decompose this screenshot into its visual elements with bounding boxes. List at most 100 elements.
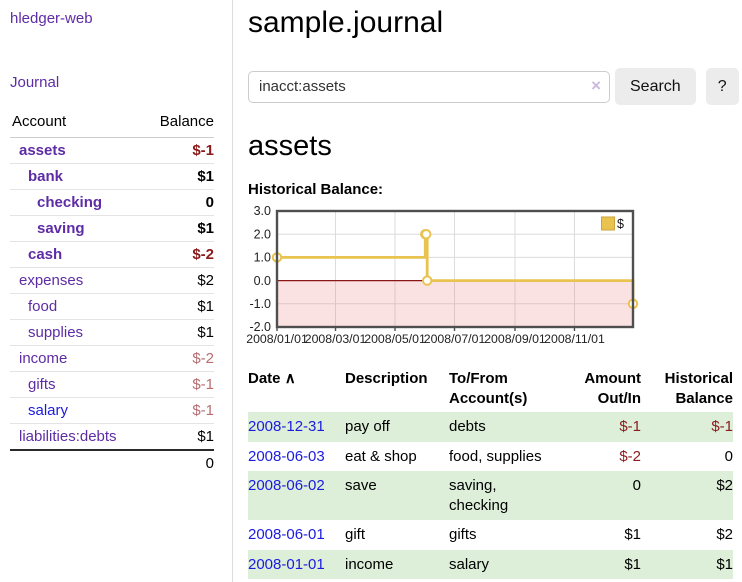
- account-row: income $-2: [10, 345, 214, 372]
- register-accounts-cell: gifts: [449, 526, 477, 543]
- register-date-cell: 2008-01-01: [248, 549, 345, 579]
- brand-link[interactable]: hledger-web: [10, 10, 93, 27]
- register-date-cell: 2008-06-02: [248, 471, 345, 520]
- table-row[interactable]: 2008-01-01 income salary $1 $1: [248, 549, 733, 579]
- account-row: food $1: [10, 293, 214, 320]
- table-row[interactable]: 2008-06-02 save saving, checking 0 $2: [248, 471, 733, 520]
- accounts-header-row: Account Balance: [10, 108, 214, 138]
- accounts-header-balance: Balance: [142, 108, 214, 138]
- register-header-row: Date ∧ Description To/From Account(s) Am…: [248, 365, 733, 412]
- account-balance: $1: [142, 163, 214, 190]
- x-axis-tick-label: 2008/05/01: [364, 332, 426, 346]
- register-amount-cell: 0: [565, 471, 641, 520]
- account-link-food[interactable]: food: [28, 298, 58, 315]
- register-description-cell: gift: [345, 526, 366, 543]
- y-axis-tick-label: 2.0: [254, 227, 271, 241]
- historical-balance-chart: 3.0 2.0 1.0 0.0 -1.0 -2.0 2008/01/01 2008/03/01…: [246, 204, 718, 349]
- register-description-cell: eat & shop: [345, 447, 417, 465]
- table-row[interactable]: 2008-06-01 gift gifts $1 $2: [248, 520, 733, 550]
- account-link-bank[interactable]: bank: [28, 168, 64, 185]
- x-axis-tick-label: 2008/09/01: [484, 332, 546, 346]
- account-row: saving $1: [10, 215, 214, 242]
- register-date-cell: 2008-06-01: [248, 520, 345, 550]
- account-row: gifts $-1: [10, 371, 214, 398]
- account-row: salary $-1: [10, 397, 214, 424]
- account-row: cash $-2: [10, 241, 214, 268]
- register-accounts-cell: saving, checking: [449, 471, 565, 520]
- search-button[interactable]: Search: [615, 68, 696, 105]
- table-row[interactable]: 2008-12-31 pay off debts $-1 $-1: [248, 412, 733, 442]
- search-input[interactable]: [248, 70, 610, 103]
- account-link-income[interactable]: income: [19, 350, 68, 367]
- legend-swatch: [601, 216, 615, 231]
- y-axis-tick-label: -2.0: [249, 320, 271, 334]
- register-date-link[interactable]: 2008-12-31: [248, 418, 325, 435]
- y-axis-tick-label: 0.0: [254, 274, 271, 288]
- register-header-description: Description: [345, 370, 428, 387]
- account-balance: $1: [142, 319, 214, 346]
- register-date-link[interactable]: 2008-06-01: [248, 526, 325, 543]
- account-link-cash[interactable]: cash: [28, 246, 63, 263]
- account-name-cell: saving: [10, 215, 142, 242]
- help-button[interactable]: ?: [705, 68, 739, 105]
- register-description-cell: save: [345, 471, 449, 520]
- account-balance: 0: [142, 189, 214, 216]
- account-link-salary[interactable]: salary: [28, 402, 69, 419]
- main-content: sample.journal × Search ? assets Histori…: [233, 0, 742, 582]
- y-axis-tick-label: -1.0: [249, 297, 271, 311]
- account-balance: $2: [142, 267, 214, 294]
- register-description-cell: income: [345, 549, 449, 579]
- accounts-total-spacer: [10, 449, 142, 476]
- account-link-gifts[interactable]: gifts: [28, 376, 56, 393]
- table-row[interactable]: 2008-06-03 eat & shop food, supplies $-2 0: [248, 442, 733, 472]
- account-link-expenses[interactable]: expenses: [19, 272, 84, 289]
- date-header-label: Date: [248, 370, 281, 387]
- account-name-cell: income: [10, 345, 142, 372]
- account-name-cell: assets: [10, 137, 142, 164]
- account-balance: $-1: [142, 137, 214, 164]
- register-date-link[interactable]: 2008-06-03: [248, 447, 325, 465]
- x-axis-tick-label: 2008/07/01: [424, 332, 486, 346]
- register-amount-cell: $1: [565, 549, 641, 579]
- account-name-cell: liabilities:debts: [10, 424, 142, 451]
- register-header-accounts: To/From Account(s): [449, 370, 528, 407]
- account-link-checking[interactable]: checking: [37, 194, 103, 211]
- register-accounts-cell: food, supplies: [449, 447, 542, 465]
- account-name-cell: expenses: [10, 267, 142, 294]
- account-balance: $-2: [142, 241, 214, 268]
- register-table: Date ∧ Description To/From Account(s) Am…: [248, 365, 733, 579]
- accounts-total-row: 0: [10, 449, 214, 476]
- x-axis-tick-label: 2008/03/01: [305, 332, 367, 346]
- sidebar-item-journal[interactable]: Journal: [10, 74, 60, 91]
- register-date-link[interactable]: 2008-01-01: [248, 555, 325, 573]
- register-description-cell: pay off: [345, 412, 449, 442]
- accounts-total-value: 0: [142, 449, 214, 476]
- search-form: × Search ?: [248, 68, 742, 105]
- account-name-cell: salary: [10, 397, 142, 424]
- y-axis-tick-label: 3.0: [254, 204, 271, 218]
- account-balance: $-2: [142, 345, 214, 372]
- x-axis-tick-label: 2008/11/01: [544, 332, 605, 346]
- account-row: liabilities:debts $1: [10, 424, 214, 451]
- account-name-cell: gifts: [10, 371, 142, 398]
- account-link-supplies[interactable]: supplies: [28, 324, 84, 341]
- register-date-link[interactable]: 2008-06-02: [248, 477, 325, 494]
- register-amount-cell: $-1: [565, 412, 641, 442]
- register-amount-cell: $1: [624, 526, 641, 543]
- register-date-cell: 2008-12-31: [248, 412, 345, 442]
- register-header-balance: Historical Balance: [664, 370, 733, 407]
- sort-ascending-icon: ∧: [284, 370, 296, 387]
- accounts-header-account: Account: [10, 108, 142, 138]
- account-row: bank $1: [10, 163, 214, 190]
- clear-search-icon[interactable]: ×: [591, 75, 601, 95]
- register-date-cell: 2008-06-03: [248, 442, 345, 472]
- account-row: expenses $2: [10, 267, 214, 294]
- register-header-date[interactable]: Date ∧: [248, 365, 345, 412]
- account-link-assets[interactable]: assets: [19, 142, 66, 159]
- account-name-cell: cash: [10, 241, 142, 268]
- account-link-liabilities-debts[interactable]: liabilities:debts: [19, 428, 117, 445]
- account-row: assets $-1: [10, 137, 214, 164]
- account-balance: $-1: [142, 397, 214, 424]
- account-link-saving[interactable]: saving: [37, 220, 85, 237]
